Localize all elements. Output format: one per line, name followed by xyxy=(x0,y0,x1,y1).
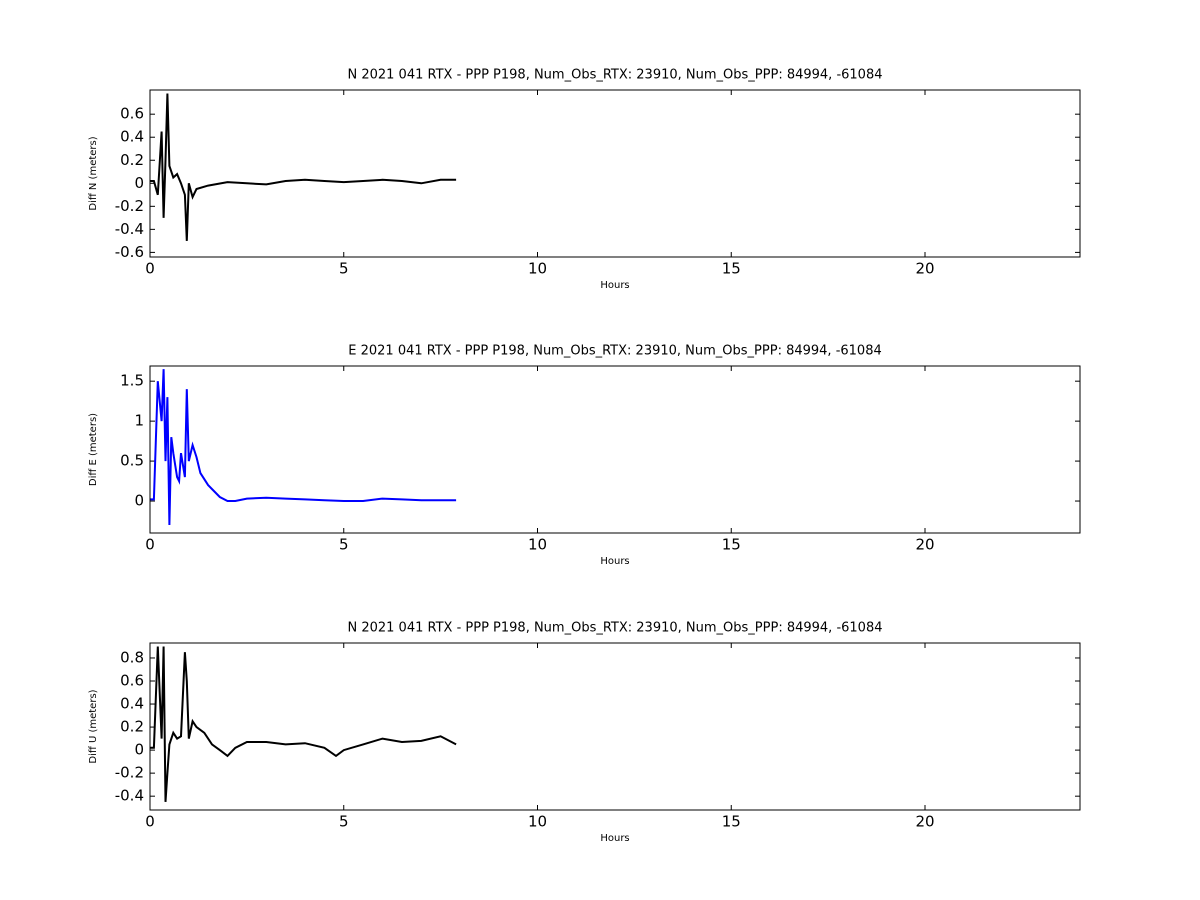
x-tick-label: 10 xyxy=(528,813,547,831)
y-axis-label: Diff E (meters) xyxy=(88,413,99,486)
chart-title: E 2021 041 RTX - PPP P198, Num_Obs_RTX: … xyxy=(348,344,882,359)
y-tick-label: 0.5 xyxy=(120,452,144,470)
x-tick-label: 20 xyxy=(915,260,934,278)
y-tick-label: 0.6 xyxy=(120,105,144,123)
y-axis-label: Diff N (meters) xyxy=(88,136,99,210)
x-tick-label: 20 xyxy=(915,813,934,831)
chart-title: N 2021 041 RTX - PPP P198, Num_Obs_RTX: … xyxy=(347,68,882,83)
data-line xyxy=(150,93,457,241)
y-tick-label: -0.4 xyxy=(115,220,144,238)
x-axis-label: Hours xyxy=(600,280,629,291)
y-tick-label: 0.8 xyxy=(120,648,144,666)
x-tick-label: 10 xyxy=(528,536,547,554)
y-tick-label: 0 xyxy=(134,741,144,759)
x-axis-label: Hours xyxy=(600,833,629,844)
y-tick-label: -0.6 xyxy=(115,243,144,261)
y-tick-label: 0.2 xyxy=(120,151,144,169)
y-tick-label: -0.4 xyxy=(115,787,144,805)
x-tick-label: 15 xyxy=(722,813,741,831)
y-tick-label: 0.2 xyxy=(120,718,144,736)
y-tick-label: -0.2 xyxy=(115,197,144,215)
x-tick-label: 5 xyxy=(339,536,349,554)
x-tick-label: 0 xyxy=(145,813,155,831)
y-tick-label: 0 xyxy=(134,174,144,192)
chart-title: N 2021 041 RTX - PPP P198, Num_Obs_RTX: … xyxy=(347,621,882,636)
data-line xyxy=(150,369,457,526)
x-tick-label: 0 xyxy=(145,260,155,278)
x-tick-label: 5 xyxy=(339,813,349,831)
y-tick-label: 1 xyxy=(134,412,144,430)
y-axis-label: Diff U (meters) xyxy=(88,689,99,763)
x-axis-label: Hours xyxy=(600,556,629,567)
y-tick-label: 0 xyxy=(134,492,144,510)
axes-frame xyxy=(149,642,1081,811)
axes-frame xyxy=(149,89,1081,258)
axes-frame xyxy=(149,365,1081,534)
y-tick-label: -0.2 xyxy=(115,764,144,782)
y-tick-label: 0.6 xyxy=(120,672,144,690)
y-tick-label: 1.5 xyxy=(120,372,144,390)
y-tick-label: 0.4 xyxy=(120,695,144,713)
x-tick-label: 15 xyxy=(722,260,741,278)
x-tick-label: 20 xyxy=(915,536,934,554)
x-tick-label: 10 xyxy=(528,260,547,278)
y-tick-label: 0.4 xyxy=(120,128,144,146)
data-line xyxy=(150,646,457,802)
x-tick-label: 5 xyxy=(339,260,349,278)
x-tick-label: 0 xyxy=(145,536,155,554)
x-tick-label: 15 xyxy=(722,536,741,554)
